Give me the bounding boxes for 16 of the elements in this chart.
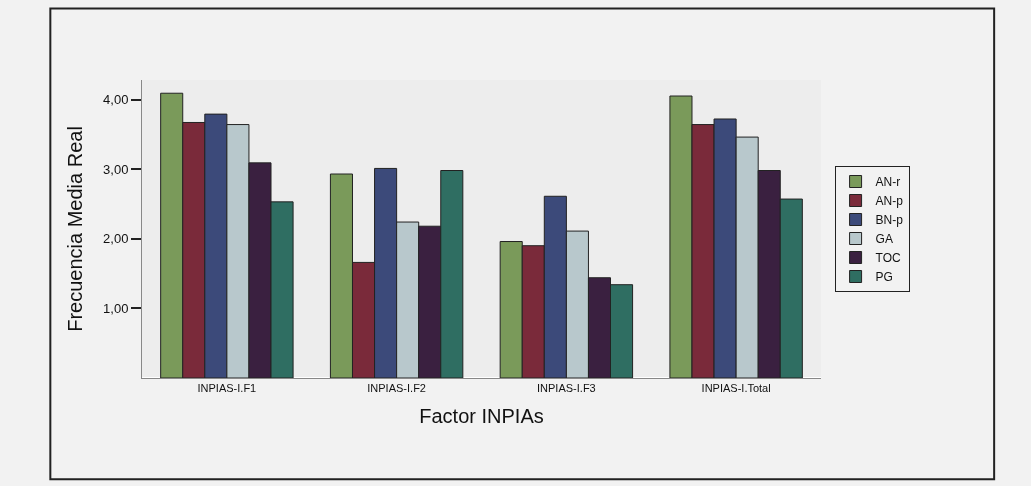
y-tick-label: 3,00 — [103, 161, 129, 177]
legend-label: TOC — [875, 251, 902, 266]
y-tick-label: 4,00 — [103, 92, 129, 108]
legend-label: AN-p — [875, 194, 904, 209]
x-tick-label: INPIAS-I.F2 — [367, 382, 426, 395]
y-tick-label: 2,00 — [103, 231, 129, 247]
x-tick-label: INPIAS-I.F3 — [537, 382, 596, 395]
y-tick-label: 1,00 — [103, 300, 129, 316]
x-axis-title: Factor INPIAs — [419, 404, 544, 427]
y-axis-title: Frecuencia Media Real — [63, 126, 86, 332]
legend-label: PG — [875, 270, 893, 285]
legend-label: BN-p — [875, 213, 904, 228]
x-tick-label: INPIAS-I.Total — [701, 382, 771, 395]
legend-label: GA — [875, 232, 893, 247]
legend-label: AN-r — [875, 175, 901, 190]
x-tick-label: INPIAS-I.F1 — [197, 382, 257, 395]
